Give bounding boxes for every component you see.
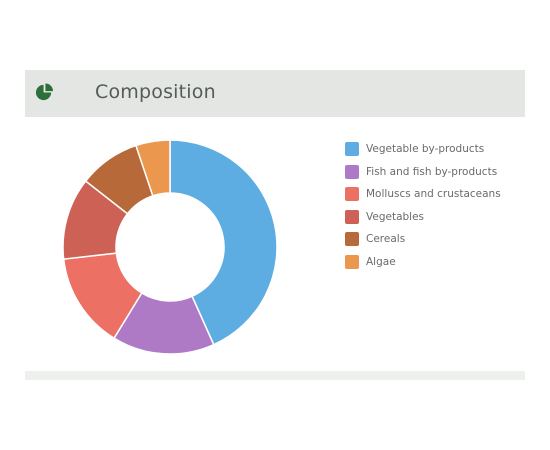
- legend-label: Algae: [366, 255, 396, 268]
- card-header: Composition: [25, 70, 525, 117]
- legend-item-molluscs-and-crustaceans[interactable]: Molluscs and crustaceans: [345, 183, 501, 206]
- legend-swatch: [345, 187, 359, 202]
- legend-label: Fish and fish by-products: [366, 165, 498, 178]
- legend-swatch: [345, 209, 359, 224]
- legend-item-vegetables[interactable]: Vegetables: [345, 206, 501, 229]
- donut-slice-vegetable-by-products[interactable]: [169, 139, 278, 346]
- legend-label: Molluscs and crustaceans: [366, 188, 501, 201]
- legend-item-algae[interactable]: Algae: [345, 251, 501, 274]
- legend-item-fish-and-fish-by-products[interactable]: Fish and fish by-products: [345, 161, 501, 184]
- composition-card: Composition Vegetable by-products Fish an…: [25, 70, 525, 380]
- donut-chart: [62, 139, 278, 355]
- pie-chart-icon: [35, 83, 54, 101]
- legend-item-vegetable-by-products[interactable]: Vegetable by-products: [345, 138, 501, 161]
- card-footer: [25, 371, 525, 380]
- legend-swatch: [345, 254, 359, 269]
- legend-swatch: [345, 164, 359, 179]
- chart-legend: Vegetable by-products Fish and fish by-pr…: [345, 138, 501, 273]
- legend-label: Vegetables: [366, 210, 425, 223]
- pie-chart-icon-slice: [45, 83, 54, 92]
- legend-label: Vegetable by-products: [366, 143, 485, 156]
- donut-slice-algae[interactable]: [134, 139, 171, 197]
- legend-swatch: [345, 232, 359, 247]
- legend-item-cereals[interactable]: Cereals: [345, 228, 501, 251]
- pie-chart-icon-main: [35, 84, 52, 101]
- legend-label: Cereals: [366, 233, 406, 246]
- card-title: Composition: [95, 81, 216, 103]
- legend-swatch: [345, 142, 359, 157]
